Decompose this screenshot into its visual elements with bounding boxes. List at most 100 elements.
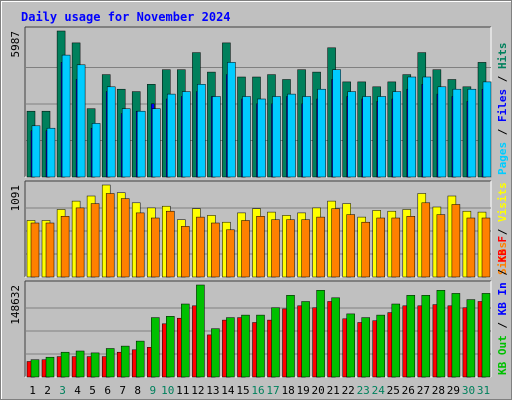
bar-pages — [377, 96, 386, 178]
legend-entry: Sites — [496, 242, 509, 275]
bar-sites — [346, 214, 355, 278]
legend-entry: Visits — [496, 182, 509, 222]
bar-kb-out — [120, 345, 130, 378]
bar-sites — [135, 212, 145, 278]
chart-title: Daily usage for November 2024 — [21, 10, 231, 24]
bar-kb-out — [376, 314, 385, 378]
bar-sites — [451, 204, 461, 278]
bar-pages — [227, 62, 236, 178]
bar-kb-out — [90, 352, 100, 378]
bar-pages — [121, 108, 131, 178]
bar-sites — [376, 217, 385, 278]
bar-sites — [481, 217, 491, 278]
bar-pages — [332, 69, 341, 178]
bar-pages — [257, 98, 266, 178]
day-label: 20 — [311, 384, 324, 397]
bar-kb-out — [301, 301, 310, 378]
legend-entry: / — [496, 262, 509, 282]
bar-kb-out — [151, 317, 160, 378]
day-label: 3 — [59, 384, 66, 397]
bar-kb-out — [226, 317, 235, 378]
day-label: 16 — [251, 384, 264, 397]
bar-sites — [166, 210, 175, 278]
bar-sites — [241, 220, 250, 278]
legend-entry: / — [496, 222, 509, 242]
bar-kb-out — [316, 290, 325, 378]
legend-entry: Hits — [496, 43, 509, 70]
bar-kb-out — [346, 313, 355, 378]
bar-kb-out — [105, 348, 115, 378]
legend-entry: / — [496, 69, 509, 89]
bar-kb-out — [196, 284, 205, 378]
bar-pages — [31, 125, 41, 178]
legend: KB Out / KB In / KB F — [496, 236, 509, 375]
bar-pages — [407, 76, 417, 178]
bar-pages — [467, 88, 477, 178]
bar-sites — [196, 216, 205, 278]
bar-kb-out — [181, 303, 190, 378]
bar-kb-out — [256, 314, 265, 378]
bar-sites — [45, 222, 55, 278]
day-label: 19 — [296, 384, 309, 397]
bar-sites — [331, 208, 340, 278]
bar-kb-out — [361, 317, 370, 378]
day-label: 29 — [447, 384, 460, 397]
bar-kb-out — [241, 314, 250, 378]
day-label: 26 — [402, 384, 415, 397]
bar-sites — [75, 207, 85, 278]
bar-pages — [197, 84, 206, 178]
bar-kb-out — [135, 340, 145, 378]
ymax-label: 5987 — [9, 31, 22, 58]
ymax-label: 1091 — [9, 185, 22, 212]
bar-kb-out — [331, 297, 340, 378]
day-label: 11 — [176, 384, 189, 397]
bar-kb-out — [286, 295, 295, 378]
bar-sites — [361, 221, 370, 278]
bar-pages — [392, 91, 402, 178]
bar-pages — [482, 81, 492, 178]
legend-entry: Files — [496, 89, 509, 122]
day-label: 25 — [387, 384, 400, 397]
bar-sites — [436, 214, 446, 278]
day-label: 21 — [327, 384, 340, 397]
bar-pages — [437, 86, 447, 178]
bar-sites — [60, 216, 70, 278]
bar-sites — [286, 219, 295, 278]
bar-pages — [212, 96, 221, 178]
bar-sites — [105, 193, 115, 278]
bar-kb-out — [436, 290, 446, 378]
legend-entry: KB In — [496, 282, 509, 315]
day-label: 15 — [236, 384, 249, 397]
bar-pages — [422, 76, 432, 178]
bar-kb-out — [466, 299, 476, 378]
bar-sites — [421, 202, 431, 278]
bar-kb-out — [406, 295, 416, 378]
bar-pages — [182, 91, 191, 178]
bar-pages — [452, 88, 462, 178]
bar-sites — [181, 226, 190, 278]
bar-sites — [211, 222, 220, 278]
bar-kb-out — [60, 351, 70, 378]
bar-pages — [317, 88, 326, 178]
day-label: 1 — [29, 384, 36, 397]
bar-sites — [120, 198, 130, 278]
bar-kb-out — [166, 316, 175, 378]
bar-pages — [167, 93, 176, 178]
bar-sites — [151, 217, 160, 278]
bar-sites — [406, 216, 416, 278]
bar-kb-out — [481, 293, 491, 378]
day-label: 28 — [432, 384, 445, 397]
bar-sites — [256, 216, 265, 278]
bar-pages — [152, 108, 161, 178]
bar-kb-out — [45, 356, 55, 378]
bar-kb-out — [75, 350, 85, 378]
bar-kb-out — [30, 359, 40, 378]
legend-entry: Pages — [496, 142, 509, 175]
day-label: 18 — [281, 384, 294, 397]
day-label: 17 — [266, 384, 279, 397]
day-label: 7 — [119, 384, 126, 397]
bar-sites — [316, 216, 325, 278]
legend-entry: / — [496, 315, 509, 335]
day-label: 31 — [477, 384, 490, 397]
